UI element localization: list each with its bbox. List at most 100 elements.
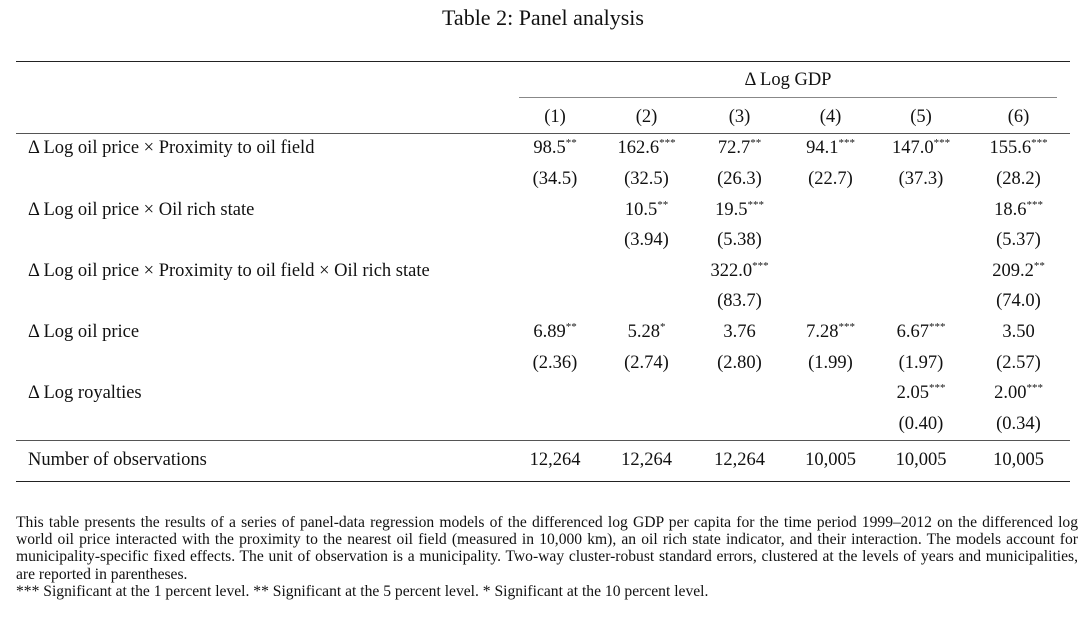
significance-stars: *** xyxy=(838,320,855,333)
coefficient-cell: 162.6*** xyxy=(600,132,693,165)
coefficient-cell: 6.89** xyxy=(510,317,600,348)
coefficient-value: 3.76 xyxy=(723,321,756,342)
table-note: This table presents the results of a ser… xyxy=(16,514,1078,600)
standard-error-cell: (74.0) xyxy=(996,291,1041,312)
coefficient-cell: 94.1*** xyxy=(786,132,875,165)
row-label: Δ Log oil price × Proximity to oil field xyxy=(16,132,510,165)
significance-stars: ** xyxy=(565,137,577,150)
coefficient-cell: 72.7** xyxy=(693,132,786,165)
coefficient-cell xyxy=(786,195,875,226)
coefficient-row: Δ Log royalties 2.05*** 2.00*** xyxy=(16,378,1070,409)
standard-error-cell xyxy=(786,225,875,256)
coefficient-cell: 147.0*** xyxy=(875,132,967,165)
header-group-label: Δ Log GDP xyxy=(510,61,1070,102)
note-text: This table presents the results of a ser… xyxy=(16,514,1078,583)
standard-error-cell: (5.38) xyxy=(717,230,762,251)
coefficient-cell: 10.5** xyxy=(600,195,693,226)
coefficient-cell: 98.5** xyxy=(510,132,600,165)
observations-cell: 10,005 xyxy=(875,439,967,482)
standard-error-cell: (37.3) xyxy=(898,168,944,189)
significance-stars: *** xyxy=(933,137,951,150)
standard-error-cell: (3.94) xyxy=(624,230,669,251)
coefficient-value: 6.89 xyxy=(533,321,566,342)
standard-error-cell: (2.74) xyxy=(624,352,669,373)
observations-cell: 10,005 xyxy=(967,439,1070,482)
coefficient-cell xyxy=(786,378,875,409)
coefficient-cell xyxy=(875,195,967,226)
group-label-text: Δ Log GDP xyxy=(744,70,832,90)
coefficient-cell: 2.00*** xyxy=(967,378,1070,409)
coefficient-cell xyxy=(510,195,600,226)
standard-error-row: (2.36) (2.74) (2.80) (1.99) (1.97) (2.57) xyxy=(16,348,1070,379)
coefficient-value: 147.0 xyxy=(891,138,934,159)
coefficient-row: Δ Log oil price × Proximity to oil field… xyxy=(16,256,1070,287)
column-numbers-row: (1) (2) (3) (4) (5) (6) xyxy=(16,102,1070,133)
coefficient-cell: 3.76 xyxy=(693,317,786,348)
significance-stars: *** xyxy=(928,382,946,395)
standard-error-cell: (32.5) xyxy=(624,168,669,189)
coefficient-value: 72.7 xyxy=(717,138,751,159)
row-label-blank xyxy=(16,409,510,440)
row-label-blank xyxy=(16,225,510,256)
coefficient-cell: 5.28* xyxy=(600,317,693,348)
standard-error-cell xyxy=(875,287,967,318)
coefficient-cell: 322.0*** xyxy=(693,256,786,287)
significance-note: *** Significant at the 1 percent level. … xyxy=(16,582,709,600)
standard-error-row: (3.94) (5.38) (5.37) xyxy=(16,225,1070,256)
standard-error-cell: (0.34) xyxy=(996,413,1041,434)
standard-error-cell xyxy=(510,287,600,318)
coefficient-value: 7.28 xyxy=(806,321,839,342)
standard-error-cell xyxy=(510,225,600,256)
standard-error-row: (83.7) (74.0) xyxy=(16,287,1070,318)
coefficient-row: Δ Log oil price × Proximity to oil field… xyxy=(16,132,1070,165)
table-title: Table 2: Panel analysis xyxy=(442,5,644,30)
significance-stars: * xyxy=(659,320,666,333)
significance-stars: ** xyxy=(657,198,669,211)
significance-stars: *** xyxy=(1026,198,1043,211)
standard-error-cell: (2.36) xyxy=(532,352,578,373)
standard-error-cell: (0.40) xyxy=(898,413,944,434)
row-label: Δ Log royalties xyxy=(28,383,142,404)
header-blank xyxy=(16,102,510,133)
standard-error-row: (34.5) (32.5) (26.3) (22.7) (37.3) (28.2) xyxy=(16,164,1070,195)
coefficient-cell xyxy=(875,256,967,287)
coefficient-cell xyxy=(693,378,786,409)
standard-error-cell xyxy=(510,409,600,440)
standard-error-cell xyxy=(786,409,875,440)
column-header: (2) xyxy=(635,106,658,127)
coefficient-cell xyxy=(600,256,693,287)
standard-error-cell: (2.57) xyxy=(996,352,1041,373)
column-header: (5) xyxy=(910,106,932,127)
coefficient-cell xyxy=(600,378,693,409)
row-label-blank xyxy=(16,287,510,318)
coefficient-value: 5.28 xyxy=(627,321,660,342)
coefficient-cell xyxy=(786,256,875,287)
coefficient-cell: 155.6*** xyxy=(967,132,1070,165)
coefficient-cell: 6.67*** xyxy=(875,317,967,348)
header-group-row: Δ Log GDP xyxy=(16,61,1070,102)
coefficient-cell xyxy=(510,378,600,409)
coefficient-cell xyxy=(510,256,600,287)
standard-error-cell: (22.7) xyxy=(808,168,853,189)
coefficient-value: 209.2 xyxy=(992,260,1034,281)
standard-error-cell: (2.80) xyxy=(717,352,762,373)
coefficient-value: 10.5 xyxy=(624,199,658,220)
header-blank xyxy=(16,61,510,102)
observations-row: Number of observations 12,264 12,264 12,264… xyxy=(16,439,1070,482)
coefficient-cell: 209.2** xyxy=(967,256,1070,287)
standard-error-cell xyxy=(875,225,967,256)
coefficient-cell: 18.6*** xyxy=(967,195,1070,226)
standard-error-cell: (1.97) xyxy=(898,352,944,373)
standard-error-cell: (5.37) xyxy=(996,230,1041,251)
significance-stars: ** xyxy=(565,320,577,333)
standard-error-cell: (34.5) xyxy=(532,168,578,189)
coefficient-value: 322.0 xyxy=(710,260,753,281)
observations-cell: 12,264 xyxy=(693,439,786,482)
coefficient-value: 19.5 xyxy=(715,199,748,220)
standard-error-cell: (28.2) xyxy=(996,168,1041,189)
standard-error-row: (0.40) (0.34) xyxy=(16,409,1070,440)
significance-stars: *** xyxy=(1026,382,1043,395)
row-label-blank xyxy=(16,164,510,195)
significance-stars: *** xyxy=(1031,137,1048,150)
standard-error-cell xyxy=(600,409,693,440)
